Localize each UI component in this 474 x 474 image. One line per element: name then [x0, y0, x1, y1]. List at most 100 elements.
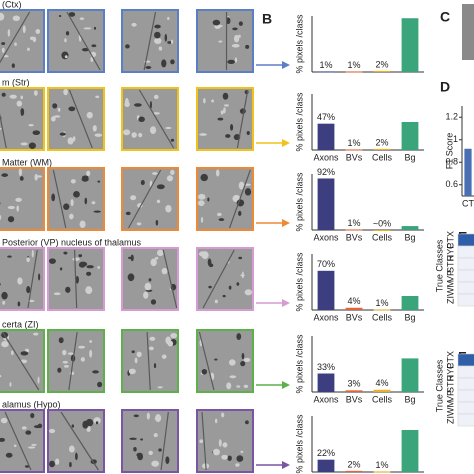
texture	[0, 11, 31, 64]
texture	[93, 26, 97, 30]
bar	[401, 358, 419, 392]
micrograph	[121, 9, 179, 73]
texture	[123, 129, 131, 136]
texture	[170, 333, 178, 339]
texture	[90, 57, 94, 63]
bar	[317, 373, 335, 392]
texture	[238, 210, 242, 216]
texture	[155, 219, 159, 226]
bar	[401, 226, 419, 230]
texture	[131, 132, 137, 138]
texture	[48, 428, 56, 434]
texture	[51, 116, 56, 122]
axis-label: True Classes	[434, 359, 444, 412]
bar	[464, 148, 472, 196]
texture	[127, 273, 135, 282]
matrix-cell	[457, 401, 474, 415]
data-label: 47%	[317, 112, 335, 122]
texture	[201, 251, 209, 260]
texture	[162, 249, 178, 309]
texture	[38, 273, 41, 281]
texture	[79, 17, 85, 20]
texture	[68, 445, 75, 453]
texture	[31, 249, 34, 258]
data-label: 2%	[375, 137, 388, 147]
texture	[30, 413, 35, 419]
y-axis-label: F1 Score	[444, 133, 454, 170]
texture	[200, 216, 204, 223]
texture	[0, 215, 2, 217]
texture	[72, 257, 80, 261]
texture	[65, 31, 70, 36]
texture	[53, 292, 61, 296]
texture	[226, 17, 231, 25]
texture	[16, 100, 23, 107]
data-label: 2%	[375, 59, 388, 69]
micrograph	[0, 9, 45, 73]
texture	[1, 42, 6, 46]
texture	[65, 286, 71, 293]
texture	[136, 222, 142, 226]
texture	[236, 385, 241, 388]
data-label: 1%	[375, 460, 388, 470]
x-tick-label: Bg	[404, 312, 415, 322]
texture	[214, 358, 218, 361]
texture	[208, 285, 212, 289]
texture	[239, 108, 246, 114]
texture	[131, 22, 137, 27]
micrograph	[121, 87, 179, 151]
texture	[73, 191, 80, 198]
arrowhead	[282, 461, 290, 469]
x-tick-label: Bg	[404, 232, 415, 242]
x-tick-label: Bg	[404, 152, 415, 162]
texture	[1, 291, 8, 300]
texture	[1, 92, 6, 97]
texture	[15, 197, 22, 202]
texture	[1, 173, 9, 177]
data-label: 22%	[317, 448, 335, 458]
texture	[166, 175, 174, 182]
texture	[244, 289, 253, 296]
class-label: HYP	[445, 243, 455, 262]
texture	[25, 430, 32, 435]
texture	[5, 452, 13, 458]
texture	[84, 197, 88, 205]
tile	[121, 409, 179, 473]
texture	[27, 446, 36, 449]
texture	[167, 340, 174, 347]
bar	[345, 470, 363, 472]
texture	[136, 351, 142, 358]
texture	[134, 103, 142, 107]
tile	[47, 167, 105, 231]
texture	[150, 299, 157, 305]
data-label: 33%	[317, 362, 335, 372]
texture	[222, 92, 229, 100]
texture	[144, 282, 152, 291]
texture	[63, 88, 68, 96]
y-axis-label: % pixels /class	[294, 92, 304, 152]
texture	[82, 420, 89, 429]
texture	[61, 51, 69, 60]
texture	[125, 211, 131, 216]
texture	[221, 454, 228, 460]
region-label: certa (ZI)	[2, 319, 39, 329]
texture	[64, 55, 68, 59]
bar	[373, 389, 391, 392]
texture	[86, 265, 94, 269]
texture	[229, 123, 234, 131]
texture	[63, 203, 70, 210]
texture	[233, 34, 240, 43]
texture	[145, 66, 152, 69]
texture	[63, 364, 69, 368]
texture	[241, 352, 245, 360]
texture	[17, 277, 23, 285]
texture	[215, 169, 220, 177]
x-tick-label: BVs	[346, 152, 363, 162]
tile	[47, 87, 105, 151]
x-tick-label: Cells	[372, 232, 393, 242]
texture	[149, 336, 156, 341]
class-label: STR	[445, 254, 455, 273]
micrograph	[196, 247, 254, 311]
texture	[161, 59, 167, 68]
texture	[70, 199, 74, 207]
